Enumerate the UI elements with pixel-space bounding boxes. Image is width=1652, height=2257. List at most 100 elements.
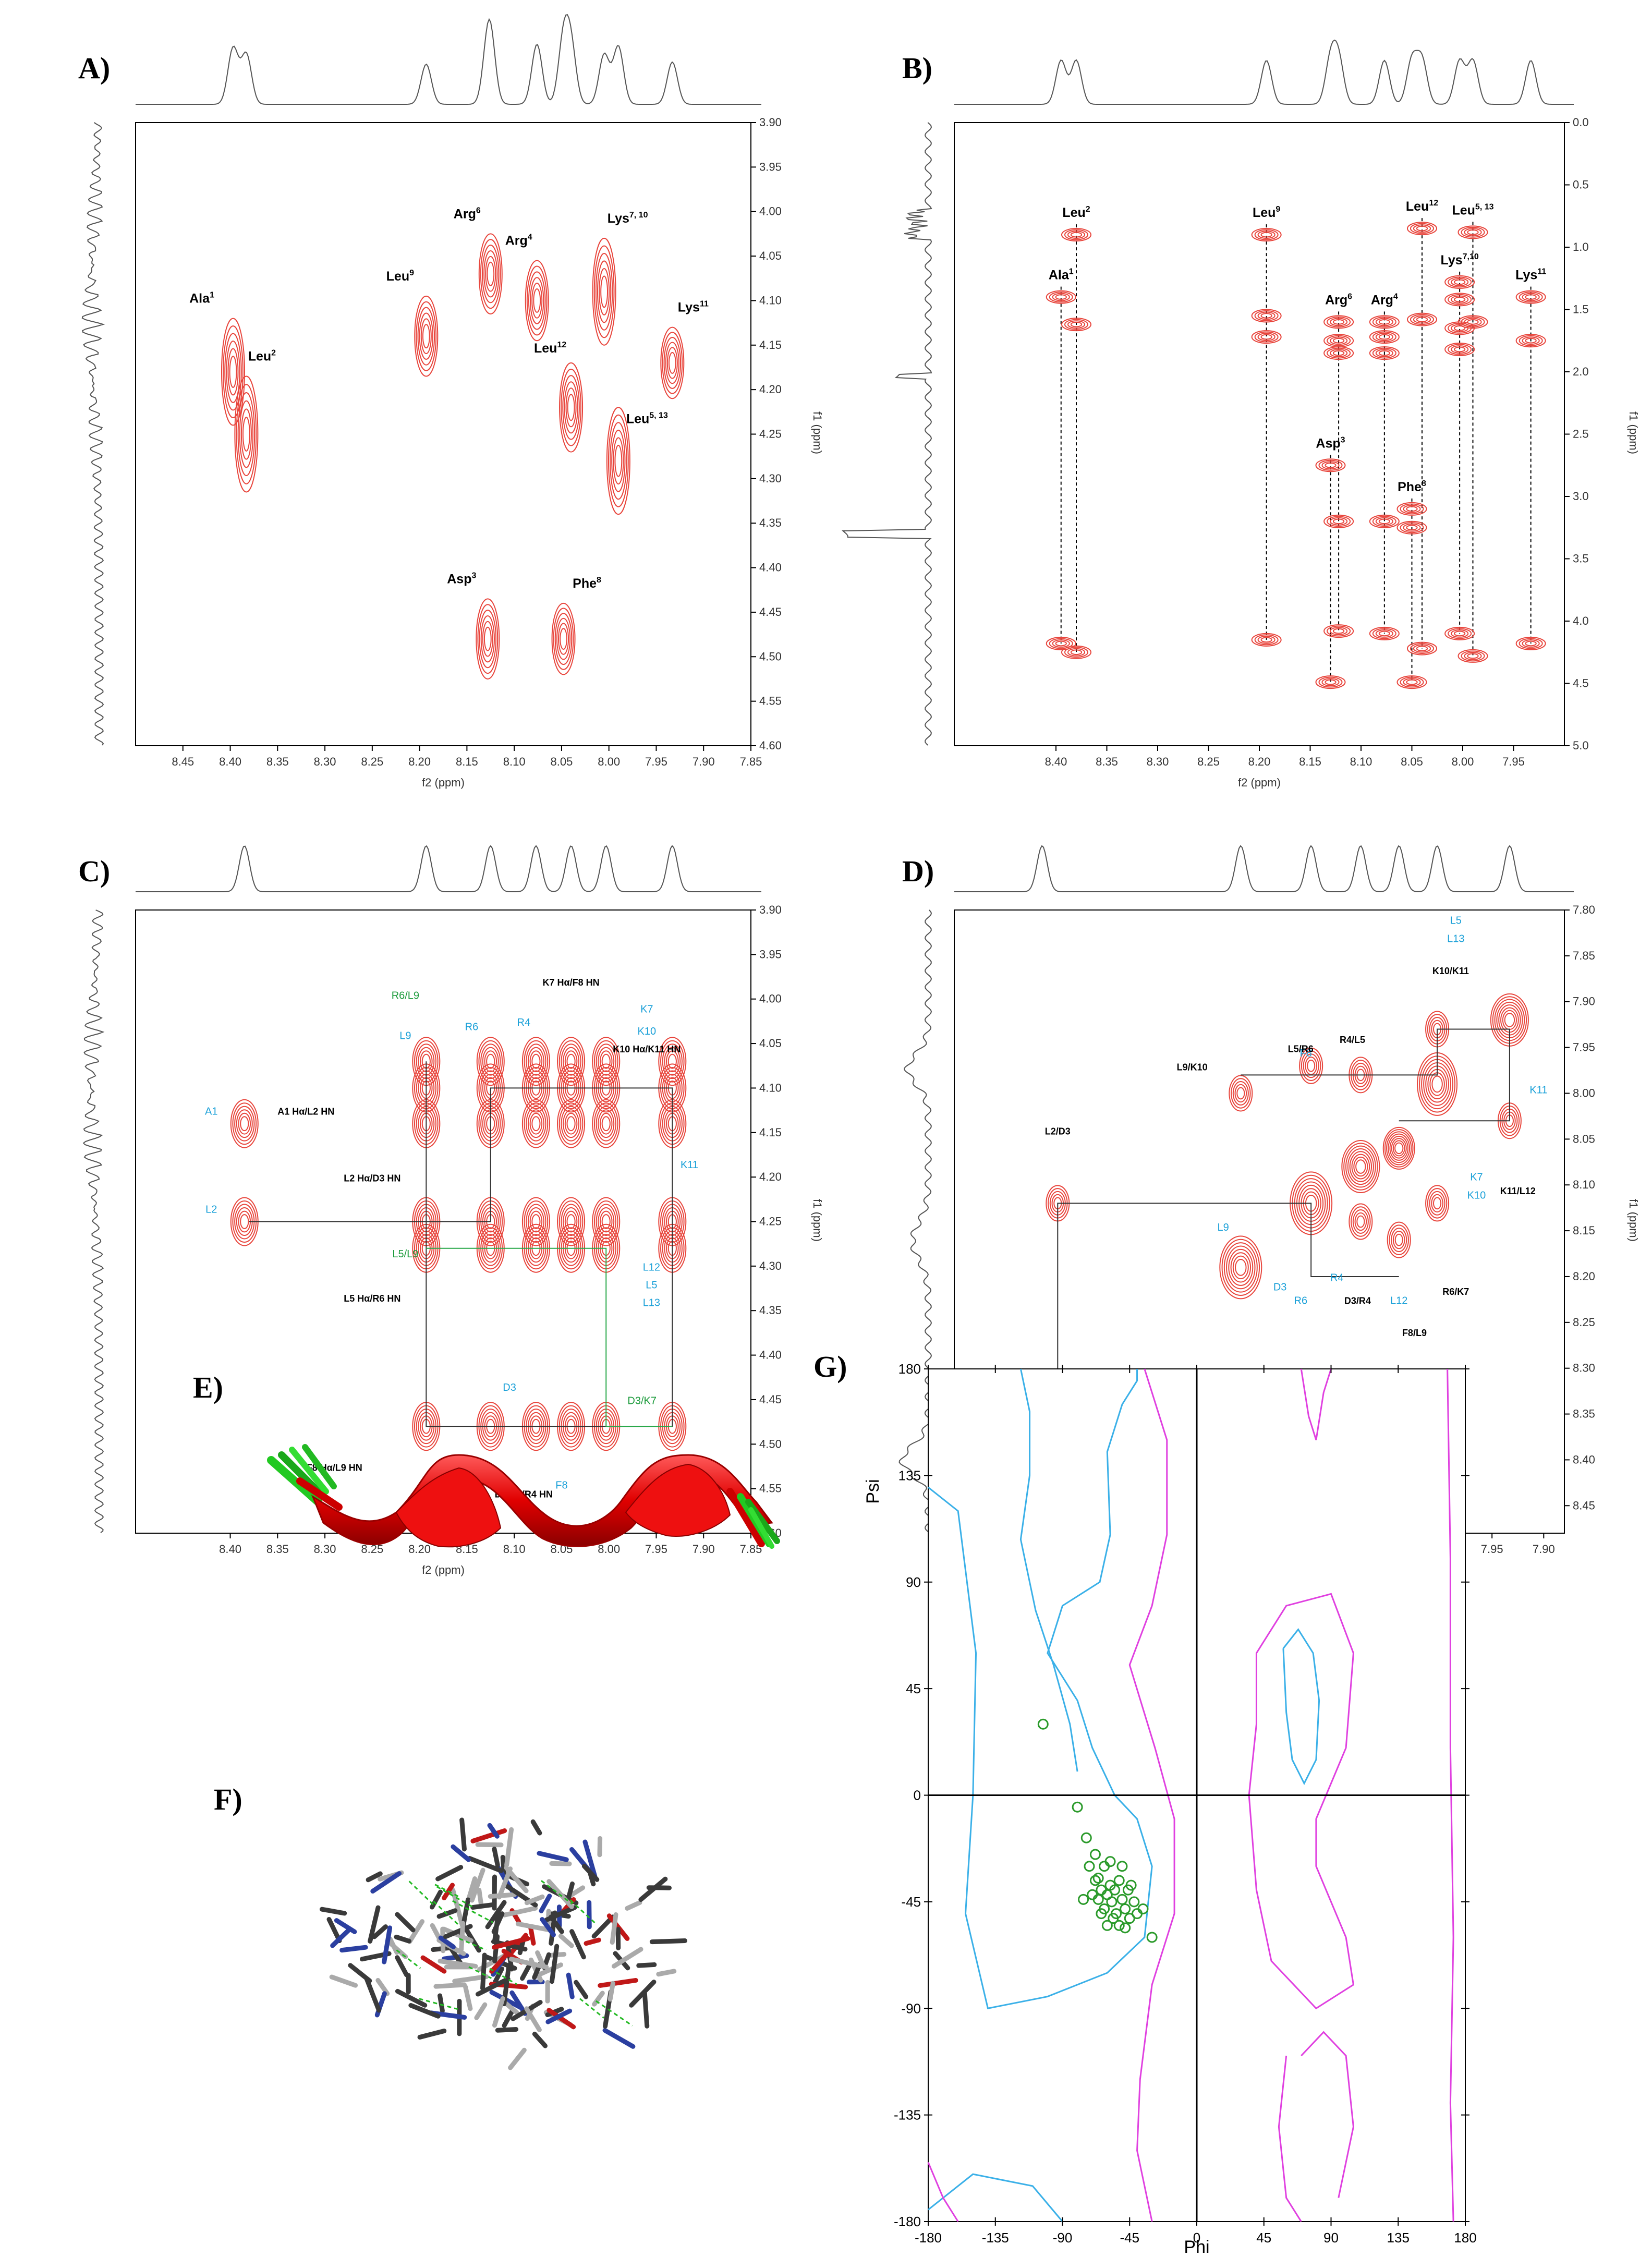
tocsy-cross-peak: [1515, 290, 1546, 304]
bond-stick: [504, 1865, 529, 1894]
bond-stick: [467, 1856, 504, 1873]
tocsy-cross-peak: [1325, 679, 1337, 685]
peak-label: Lys11: [1515, 268, 1546, 283]
noesy-diagonal-peak: [1232, 1255, 1249, 1280]
bond-stick: [566, 1972, 575, 1999]
noesy-cross-peak: [526, 1106, 546, 1142]
tocsy-cross-peak: [1416, 225, 1428, 232]
bond-stick: [407, 1919, 425, 1944]
tocsy-cross-peak: [1315, 675, 1346, 689]
bond-stick: [480, 1952, 487, 1991]
bond-stick: [366, 1871, 383, 1883]
bond-stick: [370, 1871, 402, 1894]
panel-a-peak-labels: Ala1 Leu2 Leu9 Arg6 Arg4 Lys7, 10 Lys11 Leu12 Le…: [189, 206, 709, 590]
allowed-region-boundary: [1447, 1368, 1454, 2222]
y-tick-label: 0.5: [1573, 178, 1589, 191]
noesy-cross-peak: [1307, 1059, 1316, 1072]
tocsy-cross-peak: [1046, 290, 1076, 304]
tocsy-cross-peak: [1519, 335, 1543, 346]
bond-stick: [489, 1951, 509, 1974]
bond-stick: [326, 1916, 342, 1944]
y-tick-label: 5.0: [1573, 739, 1589, 752]
panel-d-y-ticks: 7.80 7.85 7.90 7.95 8.00 8.05 8.10 8.15 8.20 8.25…: [1564, 903, 1595, 1512]
peak-label: Leu2: [248, 349, 276, 364]
noesy-diagonal-peak: [1351, 1154, 1370, 1180]
noesy-cross-peak: [1236, 1087, 1245, 1100]
tocsy-cross-peak: [1251, 309, 1282, 323]
tocsy-cross-peak: [1049, 638, 1073, 649]
noesy-cross-peak: [662, 1043, 683, 1079]
bond-stick: [395, 1988, 428, 2008]
noesy-diagonal-peak: [1394, 1142, 1404, 1155]
tocsy-cross-peak: [1396, 675, 1427, 689]
tocsy-cross-peak: [1369, 514, 1400, 528]
residue-label: L13: [643, 1297, 660, 1309]
residue-label: F8: [555, 1480, 567, 1491]
noesy-cross-peak: [1351, 1206, 1371, 1237]
bond-stick: [495, 2027, 519, 2033]
peak-label: Ala1: [189, 291, 214, 306]
tocsy-cross-peak: [1464, 228, 1482, 237]
y-tick-label: 3.0: [1573, 490, 1589, 503]
tocsy-cross-peak: [528, 271, 546, 330]
noesy-cross-peak: [1433, 1197, 1442, 1210]
y-tick-label: 8.00: [1573, 1086, 1595, 1099]
y-tick-label: 4.00: [759, 205, 782, 218]
nonsequential-noe-label: L5/L9: [392, 1248, 418, 1260]
tocsy-cross-peak: [556, 617, 571, 660]
nonsequential-noe-label: R6/L9: [392, 990, 419, 1002]
tocsy-cross-peak: [1254, 331, 1279, 343]
panel-b-tocsy-full: 8.40 8.35 8.30 8.25 8.20 8.15 8.10 8.05 8.00 7.95…: [842, 39, 1640, 789]
ramachandran-x-ticks: -180 -135 -90 -45 0 45 90 135 180: [915, 1365, 1477, 2246]
bond-stick: [330, 1927, 352, 1948]
hydrogen-bond: [489, 1968, 518, 1985]
bond-stick: [329, 1974, 358, 1988]
tocsy-cross-peak: [422, 324, 430, 349]
tocsy-cross-peak: [1052, 293, 1070, 301]
x-tick-label: 8.30: [314, 1543, 336, 1556]
tocsy-cross-peak: [565, 387, 577, 428]
panel-b-peak-labels: Ala1 Leu2 Leu9 Asp3 Arg6 Arg4 Phe8 Leu12 Lys7,10…: [1049, 199, 1546, 494]
bond-stick: [565, 1881, 575, 1902]
bond-stick: [530, 1819, 542, 1836]
noesy-cross-peak: [667, 1053, 677, 1069]
tocsy-cross-peak: [1448, 344, 1472, 355]
tocsy-cross-peak: [487, 261, 495, 286]
tocsy-cross-peak: [477, 604, 499, 674]
bond-stick: [485, 1900, 507, 1930]
tocsy-cross-peak: [1254, 229, 1279, 240]
noesy-diagonal-peak: [1343, 1143, 1378, 1191]
residue-point: [1108, 1913, 1119, 1924]
noesy-cross-peak: [1349, 1203, 1373, 1240]
y-tick-label: 4.20: [759, 1170, 782, 1183]
tocsy-cross-peak: [479, 610, 497, 669]
tocsy-cross-peak: [482, 621, 493, 657]
panel-b-1d-projection-top: [954, 39, 1574, 105]
noesy-cross-peak: [566, 1116, 576, 1132]
noesy-cross-peak: [558, 1102, 584, 1145]
bond-stick: [584, 1937, 601, 1946]
x-tick-label: 8.00: [1452, 755, 1474, 768]
y-tick-label: 4.20: [759, 383, 782, 396]
x-tick-label: 0: [1193, 2230, 1200, 2246]
tocsy-cross-peak: [221, 318, 245, 426]
bond-stick: [420, 1955, 447, 1974]
panel-c-y-ticks: 3.90 3.95 4.00 4.05 4.10 4.15 4.20 4.25 4.30 4.35…: [751, 903, 782, 1539]
tocsy-cross-peak: [1378, 518, 1391, 525]
tocsy-cross-peak: [1064, 319, 1089, 330]
bond-stick: [339, 1945, 368, 1953]
noesy-diagonal-peak: [1341, 1140, 1380, 1194]
peak-label: Arg6: [454, 206, 481, 221]
y-tick-label: 4.05: [759, 1037, 782, 1050]
x-tick-label: 8.15: [1299, 755, 1321, 768]
bond-stick: [502, 2008, 515, 2028]
x-tick-label: 8.10: [503, 755, 526, 768]
residue-label: D3: [1273, 1281, 1287, 1293]
tocsy-cross-peak: [1330, 318, 1348, 326]
tocsy-cross-peak: [1375, 318, 1393, 326]
x-tick-label: 8.00: [598, 755, 620, 768]
x-tick-label: 7.95: [645, 1543, 667, 1556]
hydrogen-bond: [433, 1900, 461, 1927]
bond-stick: [443, 1924, 473, 1939]
bond-stick: [608, 1981, 615, 2002]
